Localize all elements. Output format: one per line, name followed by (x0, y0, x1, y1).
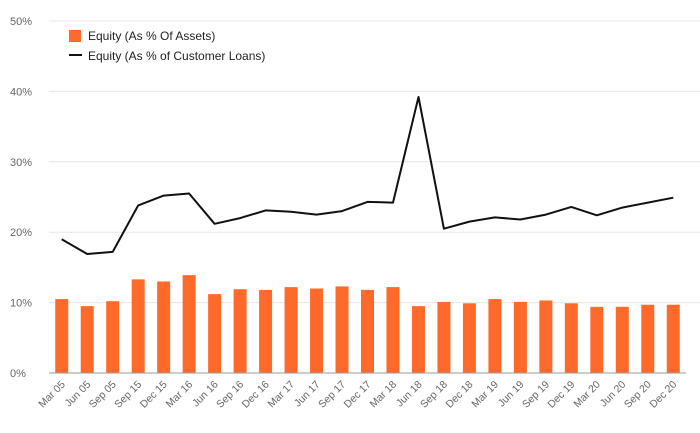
bar (310, 288, 324, 373)
x-tick-label: Sep 15 (112, 379, 144, 411)
x-tick-label: Sep 18 (418, 379, 450, 411)
legend-swatch-bars (69, 30, 81, 42)
y-axis-tick-labels: 0% 10% 20% 30% 40% 50% (10, 16, 32, 380)
y-tick-label: 0% (10, 368, 26, 380)
bar (539, 300, 553, 373)
x-tick-label: Dec 16 (240, 379, 272, 411)
x-tick-label: Dec 20 (647, 379, 679, 411)
line-series (61, 96, 674, 255)
bar-series (55, 275, 680, 373)
x-tick-label: Mar 17 (266, 379, 298, 411)
x-tick-label: Dec 18 (444, 379, 476, 411)
bar (80, 306, 94, 373)
legend: Equity (As % Of Assets) Equity (As % of … (69, 29, 265, 63)
bar (106, 301, 120, 373)
x-tick-label: Mar 19 (469, 379, 501, 411)
legend-label-bars: Equity (As % Of Assets) (88, 29, 215, 43)
bar (386, 287, 400, 373)
bar (564, 303, 578, 373)
bar (182, 275, 196, 373)
bar (208, 294, 222, 373)
bar (259, 289, 273, 373)
bar (488, 299, 502, 373)
bar (361, 289, 374, 373)
bar (233, 289, 247, 373)
y-tick-label: 50% (10, 16, 32, 28)
x-tick-label: Dec 15 (138, 379, 170, 411)
y-tick-label: 20% (10, 227, 32, 239)
bar (411, 306, 425, 373)
bar (641, 304, 655, 373)
bar (437, 301, 451, 373)
x-tick-label: Sep 16 (214, 379, 246, 411)
gridlines (49, 20, 700, 304)
legend-label-line: Equity (As % of Customer Loans) (88, 49, 265, 63)
bar (55, 299, 69, 373)
y-tick-label: 40% (10, 86, 32, 98)
x-tick-label: Sep 05 (87, 379, 119, 411)
y-tick-label: 30% (10, 157, 32, 169)
x-tick-label: Mar 20 (571, 379, 603, 411)
bar (590, 306, 604, 373)
bar (157, 281, 171, 373)
bar (284, 287, 298, 373)
x-tick-label: Dec 19 (545, 379, 577, 411)
bar (513, 301, 527, 373)
y-tick-label: 10% (10, 298, 32, 310)
bar (335, 286, 349, 373)
x-tick-label: Sep 17 (316, 379, 348, 411)
x-tick-label: Sep 20 (622, 379, 654, 411)
bar (131, 279, 145, 373)
bar (615, 306, 629, 373)
x-tick-label: Mar 05 (36, 379, 68, 411)
x-tick-label: Sep 19 (520, 379, 552, 411)
x-tick-label: Mar 16 (164, 379, 196, 411)
bar (462, 303, 476, 373)
bar (666, 304, 680, 373)
x-tick-label: Mar 18 (368, 379, 400, 411)
x-tick-label: Dec 17 (342, 379, 374, 411)
